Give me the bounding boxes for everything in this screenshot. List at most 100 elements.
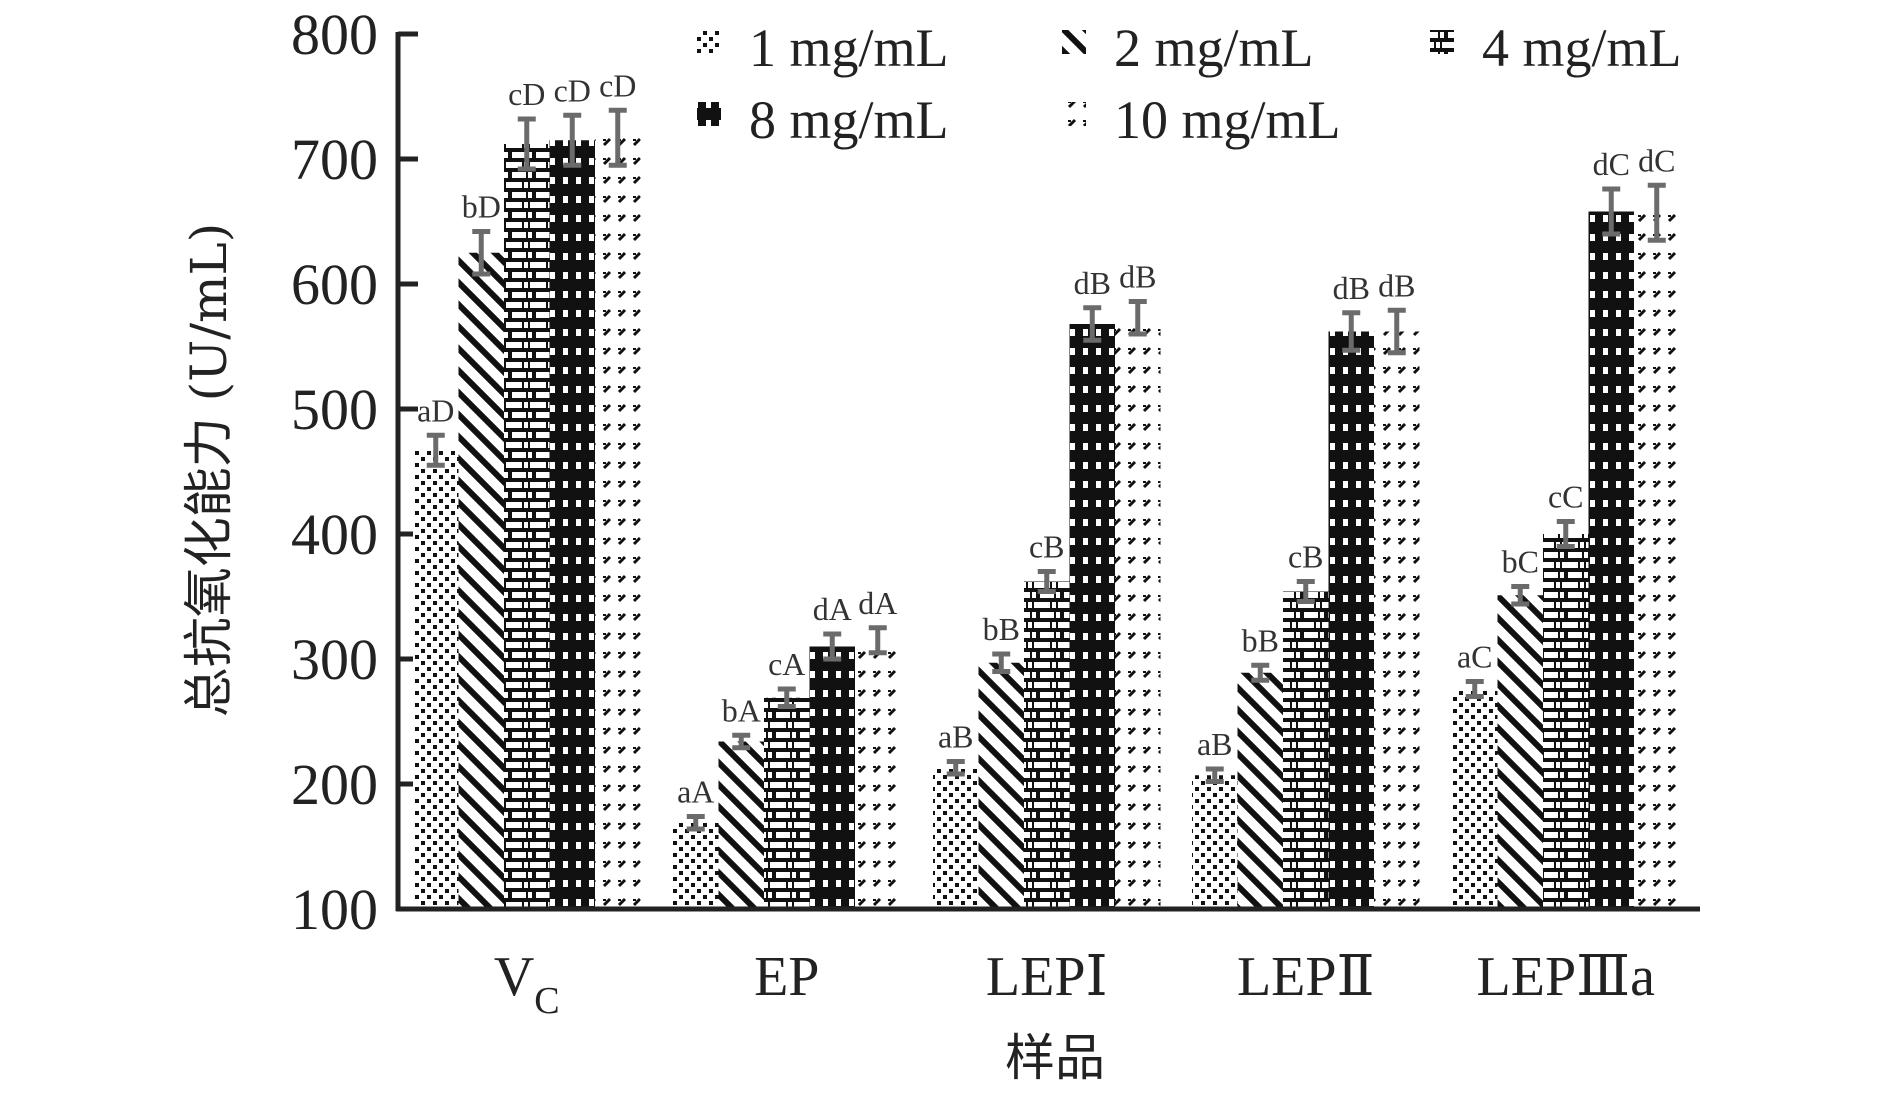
y-tick-label: 200 <box>291 752 378 817</box>
x-tick-label: EP <box>754 946 819 1008</box>
error-bar <box>686 814 705 832</box>
bar-2-mg-mL-0 <box>458 252 504 909</box>
error-bar <box>992 651 1011 674</box>
error-bar <box>1602 186 1621 237</box>
bar-1-mg-mL-1 <box>673 822 719 909</box>
error-bars-group <box>426 107 1666 832</box>
bar-10-mg-mL-0 <box>595 137 641 909</box>
bars-group <box>413 137 1680 909</box>
error-bar <box>732 732 751 751</box>
bar-8-mg-mL-0 <box>549 140 595 909</box>
bar-2-mg-mL-4 <box>1497 595 1543 909</box>
significance-label: dB <box>1074 265 1111 301</box>
bar-1-mg-mL-2 <box>933 767 979 909</box>
error-bar <box>1251 662 1270 683</box>
y-axis-ticks: 100 200 300 400 500 600 700 800 <box>291 2 418 942</box>
legend-label: 10 mg/mL <box>1114 90 1341 150</box>
error-bar <box>608 107 627 168</box>
legend-swatch-icon <box>697 102 721 126</box>
significance-label: bC <box>1502 544 1539 580</box>
significance-label: aB <box>938 719 974 755</box>
legend-item: 8 mg/mL <box>697 90 949 150</box>
bar-8-mg-mL-2 <box>1069 324 1115 909</box>
x-axis-title: 样品 <box>1005 1029 1105 1087</box>
significance-label: cB <box>1288 539 1324 575</box>
x-tick-label-main: EP <box>754 946 819 1008</box>
y-tick-label: 700 <box>291 127 378 192</box>
bar-10-mg-mL-2 <box>1115 317 1161 909</box>
significance-label: bB <box>1242 622 1279 658</box>
significance-label: aB <box>1197 726 1233 762</box>
significance-label: dC <box>1638 142 1675 178</box>
bar-8-mg-mL-4 <box>1588 211 1634 909</box>
significance-label: dB <box>1119 259 1156 295</box>
y-tick-label: 400 <box>291 502 378 567</box>
legend-swatch-icon <box>1062 30 1086 54</box>
error-bar <box>517 116 536 172</box>
bar-1-mg-mL-0 <box>413 450 459 909</box>
bar-4-mg-mL-0 <box>504 144 550 909</box>
error-bar <box>1128 299 1147 337</box>
legend-item: 4 mg/mL <box>1430 18 1682 78</box>
error-bar <box>777 686 796 709</box>
error-bar <box>1037 569 1056 594</box>
error-bar <box>1511 584 1530 607</box>
bar-10-mg-mL-3 <box>1374 331 1420 909</box>
significance-label: bD <box>462 189 501 225</box>
error-bar <box>1387 307 1406 356</box>
x-tick-label: LEPⅠ <box>986 946 1108 1008</box>
error-bar <box>1556 519 1575 549</box>
significance-label: cD <box>599 67 636 103</box>
bar-8-mg-mL-3 <box>1328 331 1374 909</box>
significance-label: cC <box>1548 479 1584 515</box>
significance-label: aC <box>1457 639 1493 675</box>
x-axis-category-labels: VC EP LEPⅠ LEPⅡ LEPⅢa <box>494 946 1655 1022</box>
bar-10-mg-mL-1 <box>855 640 901 909</box>
significance-label: dA <box>813 591 852 627</box>
x-tick-label: LEPⅡ <box>1237 946 1375 1008</box>
bar-2-mg-mL-1 <box>718 741 764 909</box>
significance-label: bA <box>722 692 761 728</box>
y-axis-title: 总抗氧化能力 (U/mL) <box>180 223 238 718</box>
significance-label: dC <box>1593 146 1630 182</box>
x-tick-label: VC <box>494 946 560 1022</box>
y-tick-label: 600 <box>291 252 378 317</box>
significance-label: cD <box>508 76 545 112</box>
x-tick-label-subscript: C <box>534 980 559 1022</box>
significance-label: bB <box>983 611 1020 647</box>
legend-swatch-icon <box>1062 102 1086 126</box>
legend-item: 10 mg/mL <box>1062 90 1341 150</box>
bar-4-mg-mL-2 <box>1024 581 1070 909</box>
legend-label: 2 mg/mL <box>1114 18 1314 78</box>
error-bar <box>1296 579 1315 604</box>
significance-label: cB <box>1029 529 1065 565</box>
legend-label: 1 mg/mL <box>749 18 949 78</box>
legend-item: 1 mg/mL <box>697 18 949 78</box>
bar-1-mg-mL-3 <box>1192 775 1238 909</box>
y-tick-label: 800 <box>291 2 378 67</box>
legend-swatch-icon <box>1430 30 1454 54</box>
bar-2-mg-mL-3 <box>1237 672 1283 909</box>
error-bar <box>823 631 842 662</box>
bar-8-mg-mL-1 <box>809 646 855 909</box>
legend-label: 4 mg/mL <box>1482 18 1682 78</box>
x-tick-label-main: LEPⅠ <box>986 946 1108 1008</box>
bar-1-mg-mL-4 <box>1452 689 1498 909</box>
significance-label: dB <box>1333 270 1370 306</box>
significance-label: dB <box>1378 267 1415 303</box>
legend: 1 mg/mL 2 mg/mL 4 mg/mL 8 mg/mL 10 mg/mL <box>697 18 1682 150</box>
significance-label: cD <box>554 72 591 108</box>
bar-4-mg-mL-1 <box>764 697 810 909</box>
y-tick-label: 500 <box>291 377 378 442</box>
error-bar <box>1083 305 1102 343</box>
bar-10-mg-mL-4 <box>1634 212 1680 909</box>
significance-label: dA <box>858 585 897 621</box>
bar-4-mg-mL-4 <box>1543 534 1589 909</box>
x-tick-label: LEPⅢa <box>1477 946 1656 1008</box>
bar-4-mg-mL-3 <box>1283 591 1329 909</box>
error-bar <box>1205 766 1224 784</box>
error-bar <box>946 759 965 777</box>
error-bar <box>563 112 582 168</box>
